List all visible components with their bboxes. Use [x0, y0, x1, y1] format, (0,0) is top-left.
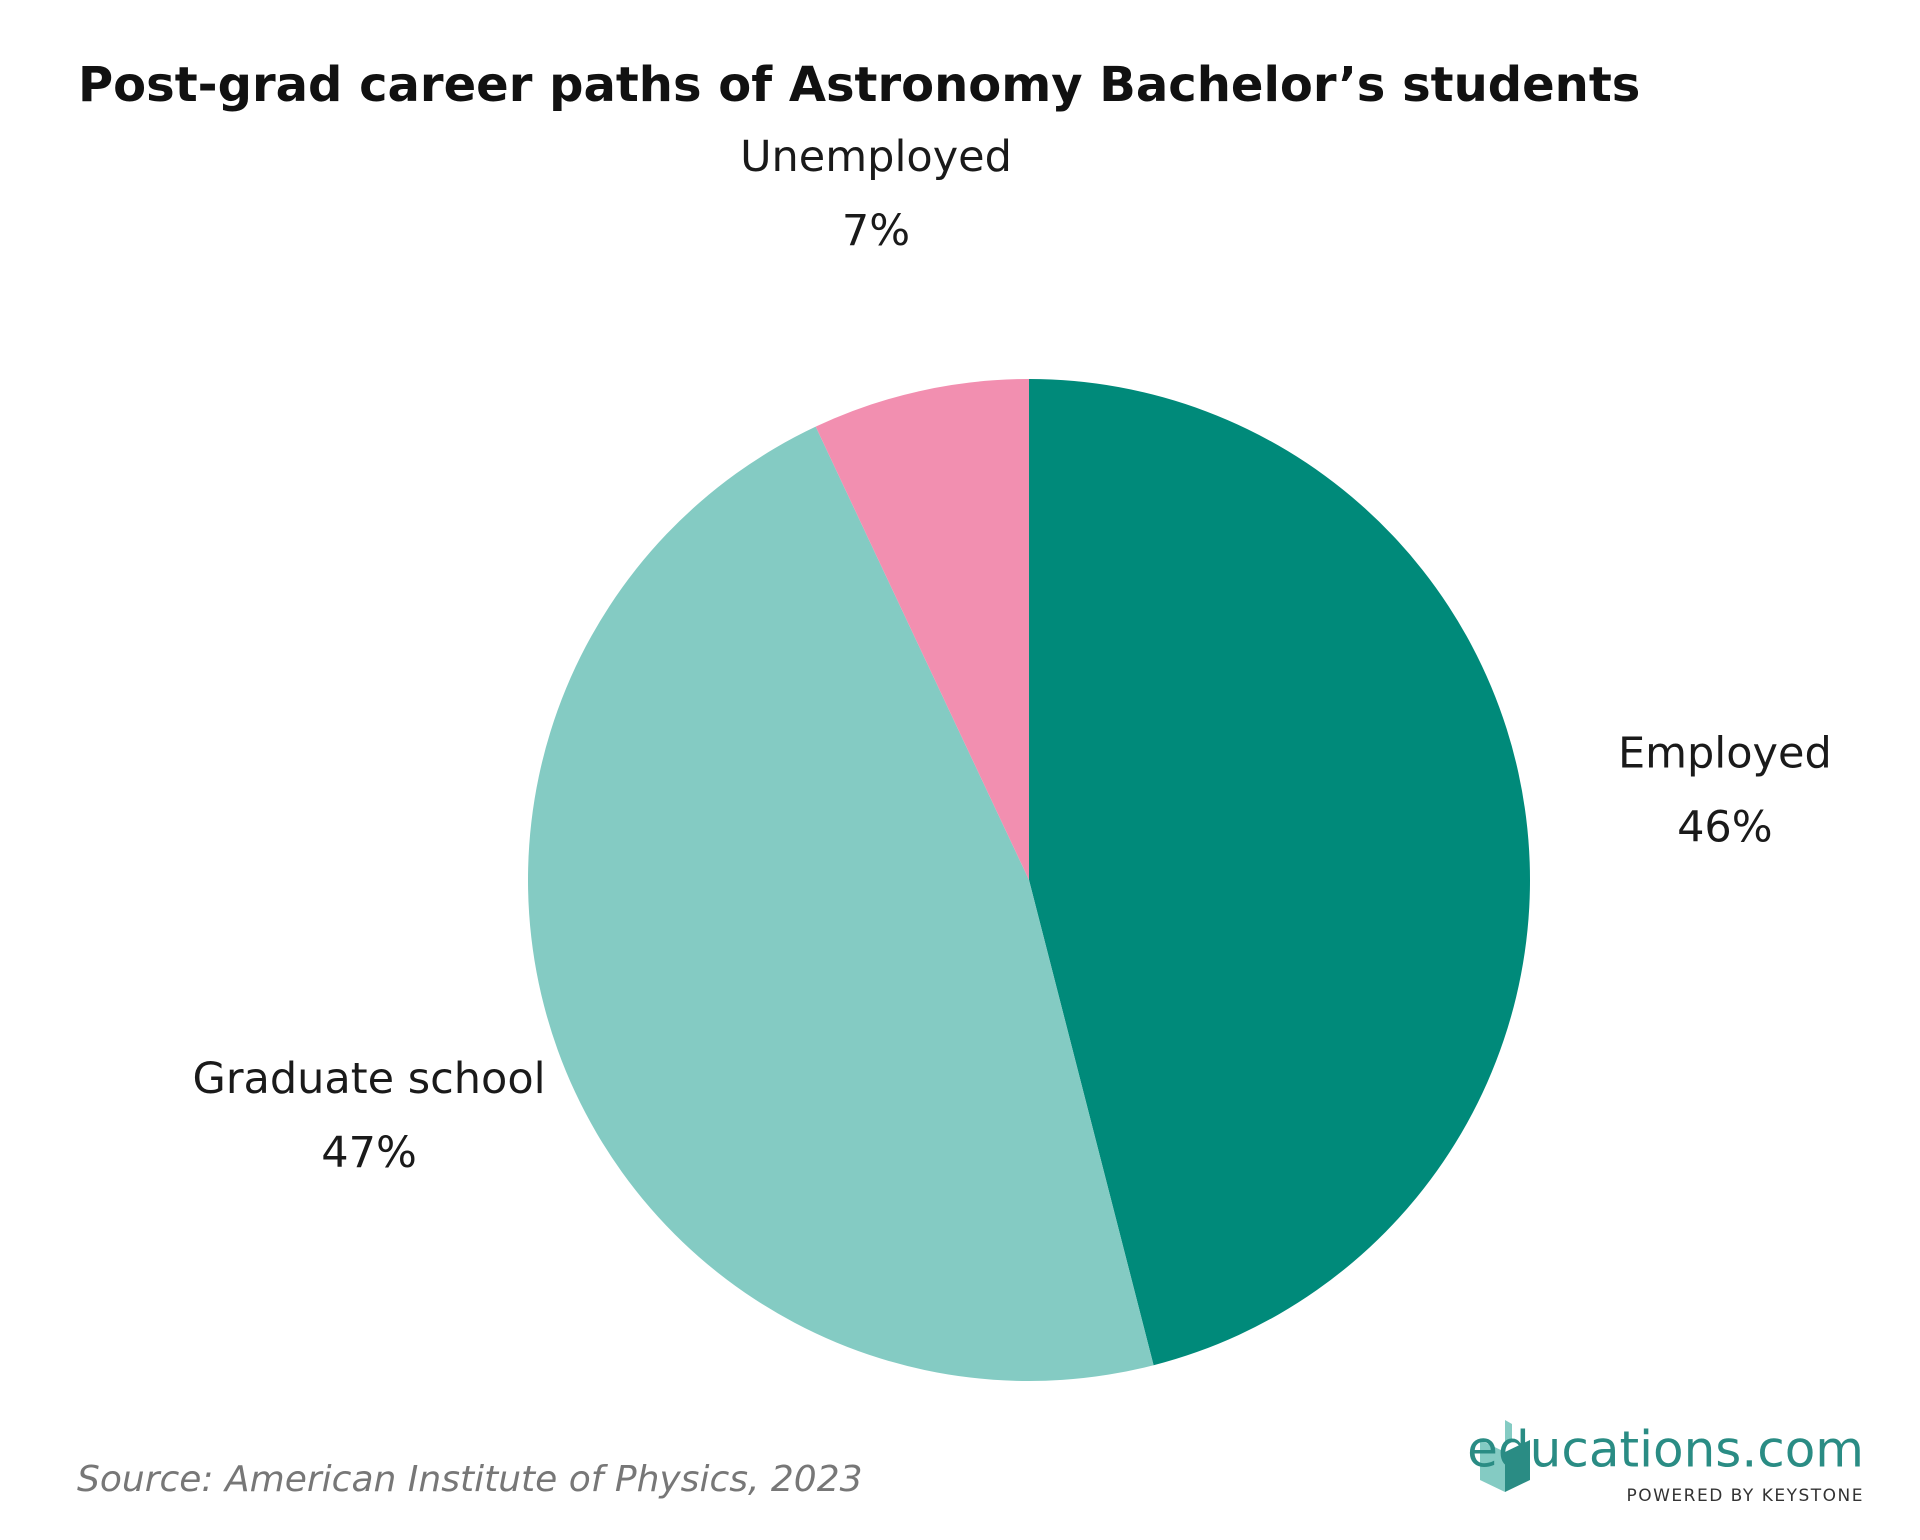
logo-icon — [1505, 1440, 1530, 1492]
brand-logo: educations.com POWERED BY KEYSTONE — [1467, 1420, 1864, 1506]
slice-value-label: 47% — [321, 1128, 417, 1178]
logo-icon — [1480, 1440, 1505, 1492]
pie-slice — [1029, 379, 1531, 1366]
logo-icon — [1505, 1420, 1512, 1446]
brand-name: educations.com — [1467, 1421, 1864, 1479]
slice-label: Graduate school — [193, 1054, 546, 1104]
source-note: Source: American Institute of Physics, 2… — [77, 1459, 863, 1500]
slice-label: Employed — [1618, 729, 1832, 779]
slice-label: Unemployed — [740, 132, 1012, 182]
pie-slice — [527, 426, 1154, 1381]
slice-value-label: 7% — [842, 206, 910, 256]
brand-tagline: POWERED BY KEYSTONE — [1626, 1486, 1864, 1506]
pie-slice — [815, 379, 1029, 880]
slice-value-label: 46% — [1677, 803, 1773, 853]
chart-title: Post-grad career paths of Astronomy Bach… — [78, 57, 1640, 113]
